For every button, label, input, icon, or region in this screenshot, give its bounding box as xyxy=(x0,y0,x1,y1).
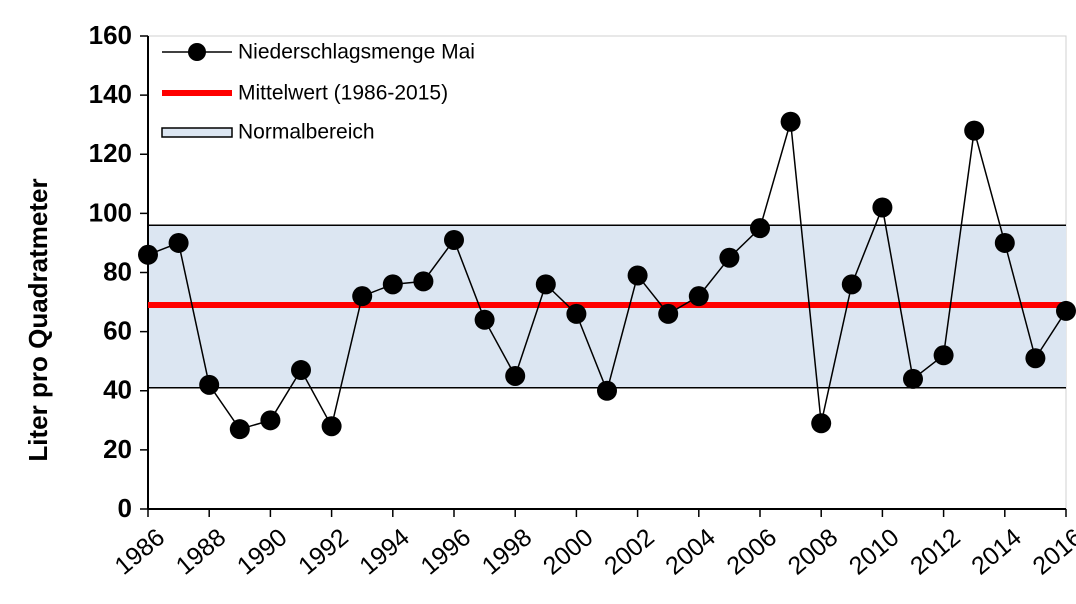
data-point xyxy=(811,413,832,434)
legend-label: Normalbereich xyxy=(238,121,375,144)
data-point xyxy=(964,120,985,141)
data-point xyxy=(505,365,526,386)
x-tick-label: 2014 xyxy=(966,523,1027,580)
data-point xyxy=(566,303,587,324)
x-tick-label: 2008 xyxy=(783,523,844,580)
data-point xyxy=(627,265,648,286)
data-point xyxy=(872,197,893,218)
data-point xyxy=(903,368,923,389)
legend-label: Niederschlagsmenge Mai xyxy=(238,41,475,64)
x-tick-label: 1988 xyxy=(171,523,232,580)
x-tick-label: 2006 xyxy=(721,523,782,580)
data-point xyxy=(413,271,434,292)
x-tick-label: 2000 xyxy=(538,523,599,580)
y-tick-label: 140 xyxy=(89,79,132,109)
y-tick-label: 20 xyxy=(103,434,132,464)
y-axis-label: Liter pro Quadratmeter xyxy=(23,178,53,461)
legend-range-swatch xyxy=(161,127,233,138)
y-tick-label: 120 xyxy=(89,138,132,168)
data-point xyxy=(750,218,770,239)
data-point xyxy=(1025,348,1046,369)
y-tick-label: 160 xyxy=(89,20,132,50)
data-point xyxy=(719,247,740,268)
data-point xyxy=(229,419,250,440)
data-point xyxy=(841,274,862,295)
data-point xyxy=(168,232,189,253)
data-point xyxy=(658,303,679,324)
y-tick-label: 0 xyxy=(118,493,132,523)
data-point xyxy=(444,229,464,250)
data-point xyxy=(535,274,556,295)
data-point xyxy=(352,286,373,307)
data-point xyxy=(1056,300,1076,321)
data-point xyxy=(291,360,311,381)
x-tick-label: 1986 xyxy=(109,523,170,580)
x-tick-label: 2016 xyxy=(1027,523,1076,580)
data-point xyxy=(688,286,709,307)
data-point xyxy=(780,111,801,132)
x-tick-label: 2010 xyxy=(844,523,905,580)
data-point xyxy=(138,244,158,265)
data-point xyxy=(994,232,1015,253)
x-tick-label: 2002 xyxy=(599,523,660,580)
x-tick-label: 2004 xyxy=(660,523,721,580)
data-point xyxy=(199,374,220,395)
data-point xyxy=(382,274,403,295)
legend-point-swatch xyxy=(188,43,206,61)
y-tick-label: 40 xyxy=(103,375,132,405)
x-tick-label: 1996 xyxy=(415,523,476,580)
y-tick-label: 100 xyxy=(89,197,132,227)
x-tick-label: 1990 xyxy=(232,523,293,580)
data-point xyxy=(474,309,495,330)
data-point xyxy=(260,410,281,431)
x-tick-label: 1998 xyxy=(477,523,538,580)
x-tick-label: 1994 xyxy=(354,523,415,580)
x-tick-label: 1992 xyxy=(293,523,354,580)
y-tick-label: 80 xyxy=(103,256,132,286)
data-point xyxy=(321,416,342,437)
data-point xyxy=(933,345,954,366)
x-tick-label: 2012 xyxy=(905,523,966,580)
data-point xyxy=(597,380,617,401)
y-tick-label: 60 xyxy=(103,316,132,346)
legend-label: Mittelwert (1986-2015) xyxy=(238,82,448,105)
